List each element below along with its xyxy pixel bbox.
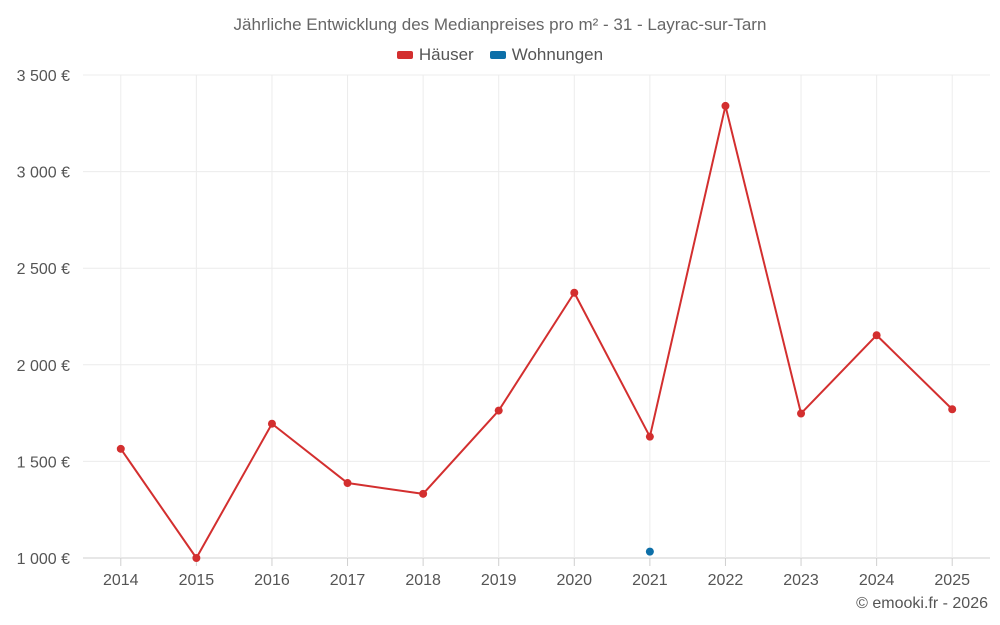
y-tick-label: 2 500 € (17, 261, 70, 278)
x-tick-label: 2023 (783, 572, 819, 589)
legend-swatch-wohnungen (489, 51, 506, 59)
y-tick-label: 3 000 € (17, 165, 70, 182)
data-point-haeuser (570, 288, 579, 297)
data-point-haeuser (797, 409, 806, 418)
data-point-haeuser (721, 101, 730, 110)
x-tick-label: 2024 (859, 572, 895, 589)
legend-label-haeuser: Häuser (418, 45, 474, 64)
x-tick-label: 2017 (330, 572, 366, 589)
x-tick-label: 2021 (632, 572, 668, 589)
x-tick-label: 2025 (934, 572, 970, 589)
data-point-haeuser (116, 444, 125, 453)
data-point-haeuser (192, 554, 201, 562)
x-tick-label: 2019 (481, 572, 517, 589)
x-tick-label: 2020 (556, 572, 592, 589)
y-tick-label: 2 000 € (17, 358, 70, 375)
data-point-haeuser (267, 419, 276, 428)
x-tick-label: 2016 (254, 572, 290, 589)
y-tick-label: 3 500 € (17, 68, 70, 85)
data-point-haeuser (343, 479, 352, 488)
chart-title: Jährliche Entwicklung des Medianpreises … (233, 15, 767, 34)
data-point-haeuser (645, 432, 654, 441)
y-tick-label: 1 500 € (17, 454, 70, 471)
x-tick-label: 2014 (103, 572, 139, 589)
legend: Häuser Wohnungen (0, 45, 1000, 65)
x-tick-label: 2022 (708, 572, 744, 589)
data-point-haeuser (419, 489, 428, 498)
data-point-wohnungen (645, 547, 654, 556)
data-point-haeuser (948, 405, 957, 414)
x-tick-label: 2015 (179, 572, 215, 589)
y-tick-label: 1 000 € (17, 551, 70, 568)
legend-item-wohnungen[interactable]: Wohnungen (489, 45, 604, 65)
data-point-haeuser (872, 331, 881, 340)
credit-text: © emooki.fr - 2026 (856, 595, 988, 612)
legend-swatch-haeuser (396, 51, 413, 59)
x-tick-label: 2018 (405, 572, 441, 589)
data-point-haeuser (494, 406, 503, 415)
series-line-haeuser (119, 104, 953, 559)
legend-item-haeuser[interactable]: Häuser (396, 45, 474, 65)
legend-label-wohnungen: Wohnungen (511, 45, 604, 64)
